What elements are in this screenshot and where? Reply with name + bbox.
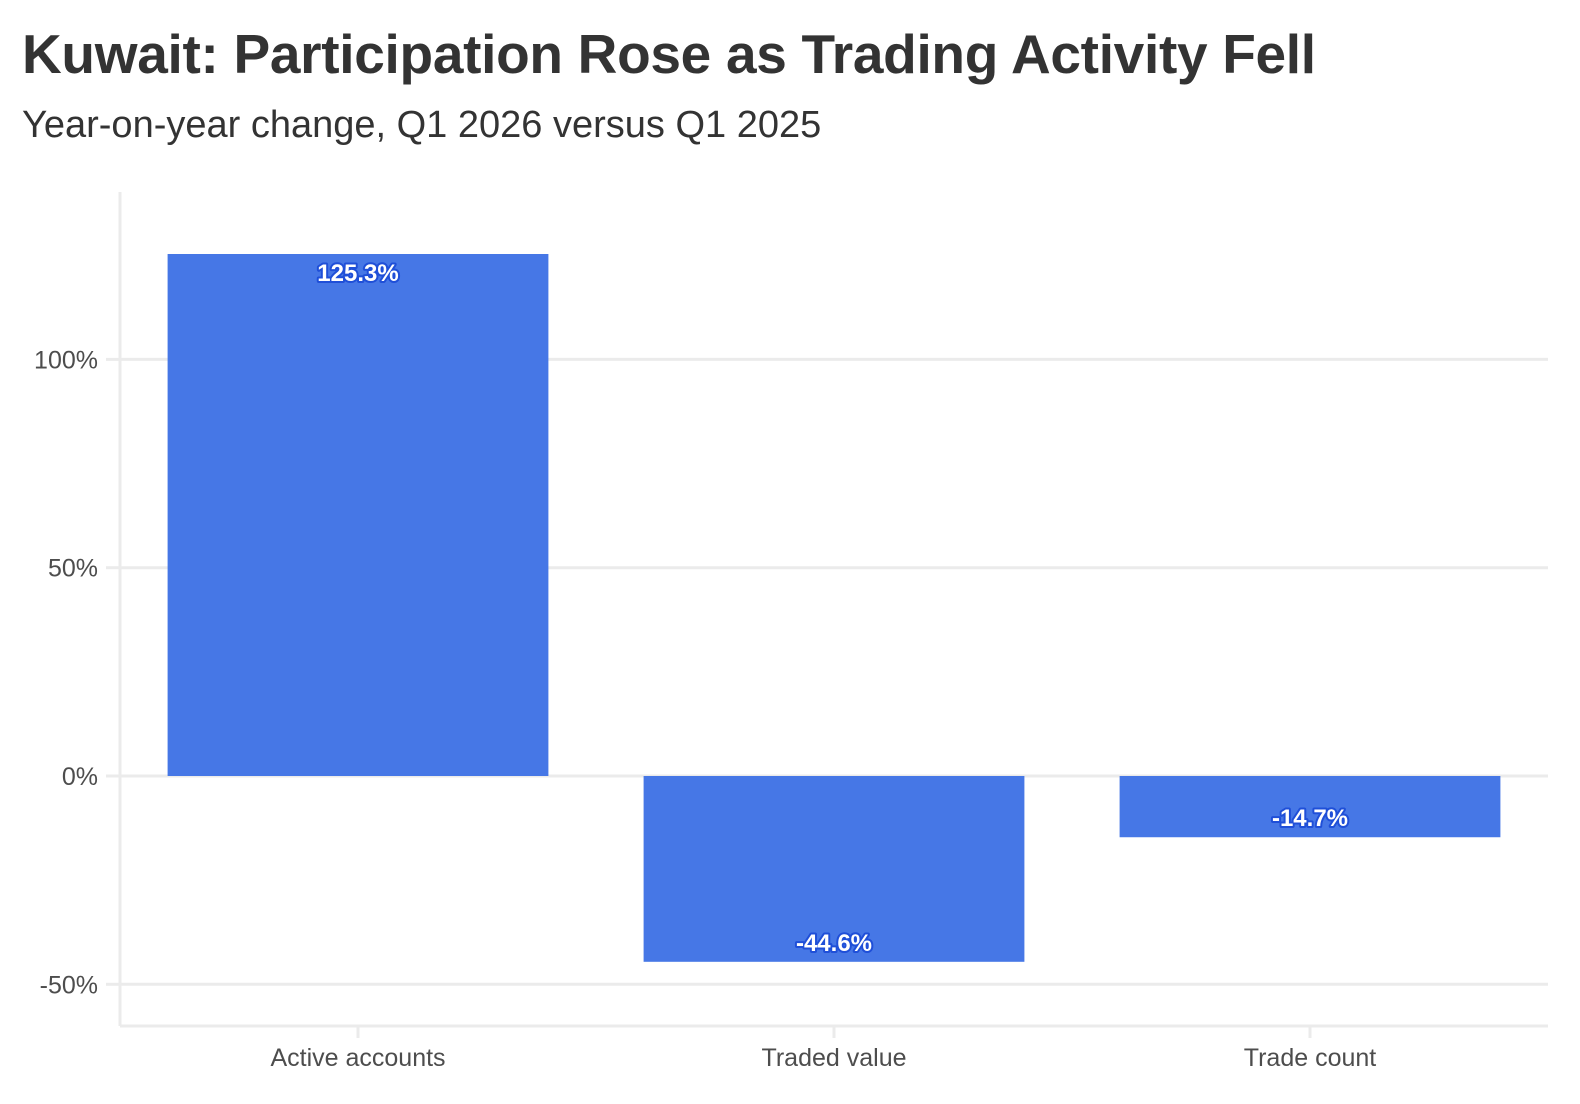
bar-traded-value	[643, 776, 1025, 962]
x-tick-label: Traded value	[762, 1044, 907, 1072]
data-label: -44.6%	[796, 930, 872, 957]
x-tick-label: Active accounts	[270, 1044, 445, 1072]
chart-title: Kuwait: Participation Rose as Trading Ac…	[22, 23, 1316, 85]
axes	[106, 192, 1548, 1038]
y-tick-label: -50%	[40, 971, 98, 999]
y-tick-label: 50%	[48, 555, 98, 583]
x-tick-label: Trade count	[1244, 1044, 1377, 1072]
y-tick-label: 100%	[34, 346, 98, 374]
chart-subtitle: Year-on-year change, Q1 2026 versus Q1 2…	[22, 104, 822, 146]
data-label: -14.7%	[1272, 805, 1348, 832]
bars	[167, 254, 1501, 962]
data-label: 125.3%	[317, 260, 398, 287]
data-labels: 125.3% -44.6% -14.7%	[315, 258, 1350, 959]
bar-active-accounts	[167, 254, 549, 777]
tick-labels: -50% 0% 50% 100% Active accounts Traded value…	[34, 346, 1376, 1072]
y-tick-label: 0%	[62, 763, 98, 791]
bar-trade-count	[1119, 776, 1501, 838]
